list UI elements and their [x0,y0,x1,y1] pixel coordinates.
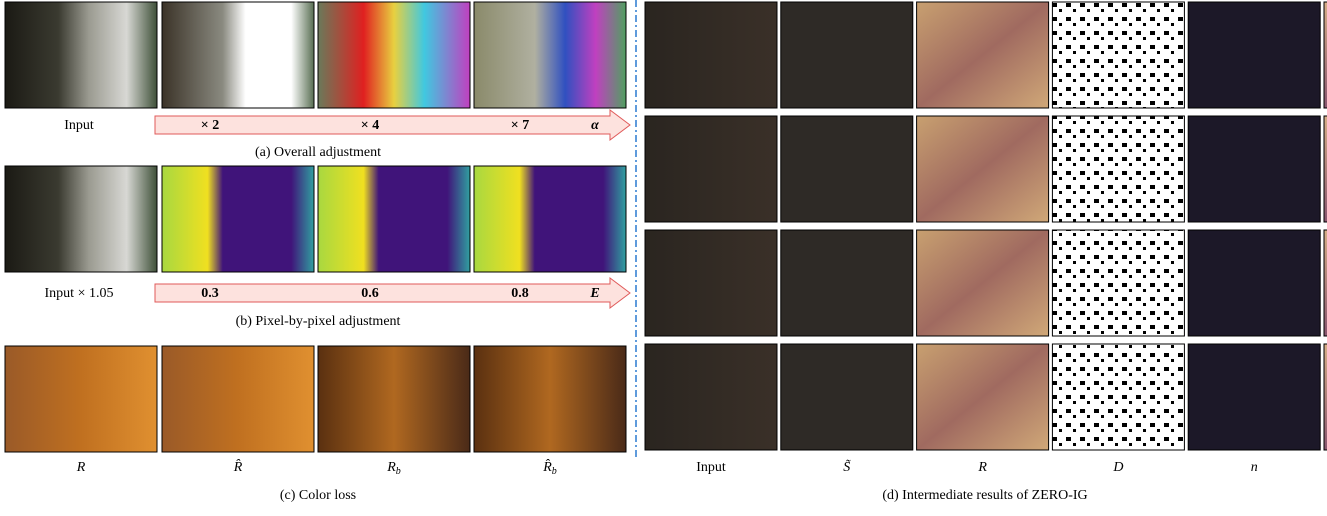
image [318,346,470,452]
label-sub: b [396,466,401,477]
label: Input [696,460,726,475]
image [1052,2,1184,108]
image [162,346,314,452]
step-label: 0.6 [361,286,379,301]
image [318,166,470,272]
image [1188,230,1320,336]
image [781,344,913,450]
step-label: × 4 [361,118,379,133]
label-base: R [386,460,396,475]
label: S̃ [843,459,851,475]
image [474,346,626,452]
image [1052,116,1184,222]
arrow [155,278,630,308]
label: Input × 1.05 [45,286,114,301]
arrow [155,110,630,140]
image [645,344,777,450]
step-label: 0.8 [511,286,529,301]
image [5,2,157,108]
caption: (b) Pixel-by-pixel adjustment [236,314,401,329]
image [917,2,1049,108]
image [474,2,626,108]
step-label: × 2 [201,118,219,133]
image [917,116,1049,222]
image [917,230,1049,336]
image [1188,344,1320,450]
label: Input [64,118,94,133]
label: R [76,460,86,475]
image [645,116,777,222]
image [162,166,314,272]
label: R [977,460,987,475]
step-label: × 7 [511,118,529,133]
image [781,2,913,108]
image [318,2,470,108]
label: D [1112,460,1123,475]
caption: (a) Overall adjustment [255,145,381,160]
image [645,2,777,108]
step-label: 0.3 [201,286,219,301]
image [1188,116,1320,222]
label: R̂ [233,459,243,475]
image [1052,344,1184,450]
image [645,230,777,336]
axis-symbol: α [591,118,599,133]
image-grid [5,2,1327,452]
image [5,166,157,272]
image [162,2,314,108]
image [917,344,1049,450]
label: Rb [386,460,401,477]
image [1188,2,1320,108]
label-base: R [76,460,86,475]
image [1052,230,1184,336]
label: R̂b [542,459,557,477]
caption: (c) Color loss [280,488,356,503]
figure: Input × 2 × 4 × 7 α (a) Overall adjustme… [0,0,1327,511]
label-sub: b [552,466,557,477]
caption: (d) Intermediate results of ZERO-IG [882,488,1087,503]
image [781,116,913,222]
label-base: R̂ [233,459,243,475]
image [474,166,626,272]
label: n [1251,460,1258,475]
label-base: R̂ [542,459,552,475]
image [781,230,913,336]
image [5,346,157,452]
axis-symbol: E [589,286,599,301]
